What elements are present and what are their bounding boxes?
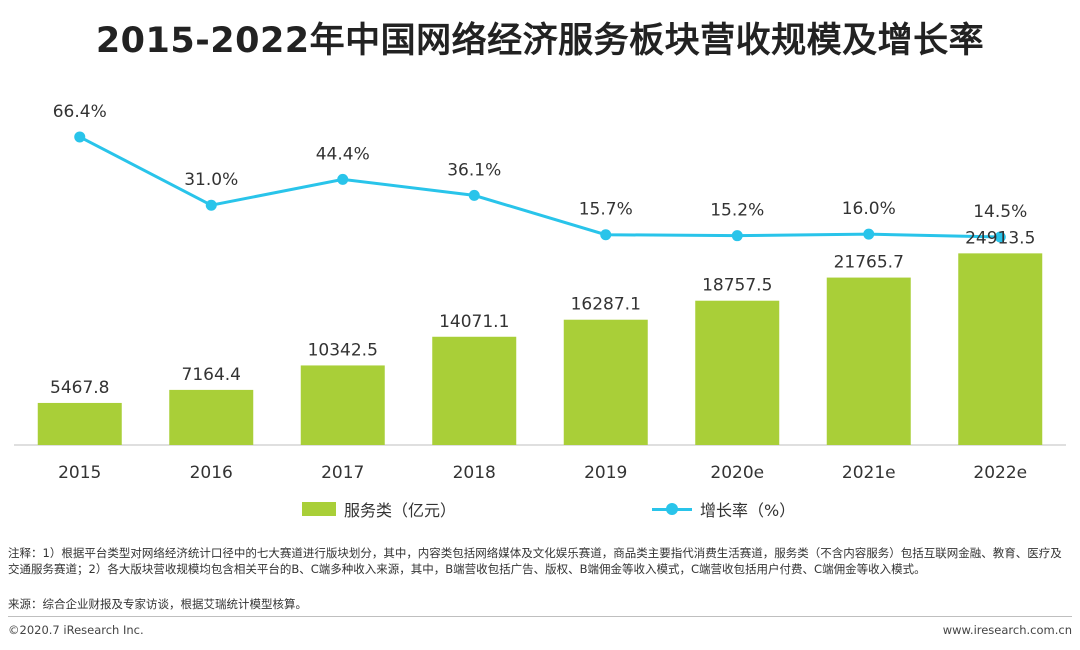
x-tick-label: 2015 (58, 463, 101, 483)
legend-line-swatch (652, 502, 692, 516)
bar-2018 (432, 336, 517, 445)
x-tick-label: 2019 (584, 463, 627, 483)
chart-title: 2015-2022年中国网络经济服务板块营收规模及增长率 (95, 21, 985, 61)
bar-2015 (37, 402, 122, 445)
footer-divider (8, 616, 1072, 617)
legend-line-label: 增长率（%） (700, 501, 796, 520)
growth-point (468, 189, 480, 201)
growth-point (337, 173, 349, 185)
growth-value-label: 36.1% (447, 160, 501, 180)
labels-layer: 5467.8 2015 7164.4 2016 10342.5 2017 14071.1 20… (50, 102, 1035, 483)
growth-point (731, 230, 743, 242)
legend-item-revenue: 服务类（亿元） (302, 497, 456, 521)
growth-value-label: 44.4% (316, 144, 370, 164)
x-tick-label: 2020e (710, 463, 764, 483)
growth-value-label: 66.4% (53, 102, 107, 122)
growth-value-label: 15.7% (579, 200, 633, 220)
bar-value-label: 10342.5 (308, 340, 378, 360)
bar-value-label: 24913.5 (965, 228, 1035, 248)
bar-2017 (300, 365, 385, 445)
bar-2021e (826, 277, 911, 445)
website-url: www.iresearch.com.cn (942, 623, 1072, 637)
chart-plot: 5467.8 2015 7164.4 2016 10342.5 2017 14071.1 20… (14, 102, 1066, 483)
growth-point (205, 199, 217, 211)
bar-2020e (695, 300, 780, 445)
bar-2016 (169, 389, 254, 445)
x-tick-label: 2022e (973, 463, 1027, 483)
copyright: ©2020.7 iResearch Inc. (8, 623, 144, 637)
growth-value-label: 31.0% (184, 170, 238, 190)
growth-line (79, 135, 1001, 239)
bar-2022e (958, 253, 1043, 445)
x-tick-label: 2016 (190, 463, 233, 483)
bar-value-label: 16287.1 (571, 295, 641, 315)
source-note: 来源：综合企业财报及专家访谈，根据艾瑞统计模型核算。 (8, 597, 307, 611)
growth-point (600, 229, 612, 241)
bars-layer (14, 253, 1066, 446)
bar-value-label: 18757.5 (702, 276, 772, 296)
growth-point (994, 231, 1006, 243)
growth-point (74, 131, 86, 143)
bar-2019 (563, 319, 648, 445)
growth-line-layer (74, 131, 1006, 243)
legend-bar-label: 服务类（亿元） (344, 501, 457, 520)
bar-value-label: 5467.8 (50, 378, 109, 398)
bar-value-label: 14071.1 (439, 312, 509, 332)
legend-item-growth: 增长率（%） (652, 497, 795, 521)
x-tick-label: 2021e (842, 463, 896, 483)
footnote: 注释：1）根据平台类型对网络经济统计口径中的七大赛道进行版块划分，其中，内容类包… (8, 546, 1062, 576)
x-tick-label: 2018 (453, 463, 496, 483)
growth-value-label: 15.2% (710, 201, 764, 221)
growth-value-label: 16.0% (842, 199, 896, 219)
x-tick-label: 2017 (321, 463, 364, 483)
bar-value-label: 21765.7 (834, 253, 904, 273)
bar-value-label: 7164.4 (182, 365, 241, 385)
growth-value-label: 14.5% (973, 202, 1027, 222)
legend-bar-swatch (302, 502, 336, 516)
chart-legend: 服务类（亿元） 增长率（%） (0, 497, 1080, 521)
growth-point (863, 228, 875, 240)
